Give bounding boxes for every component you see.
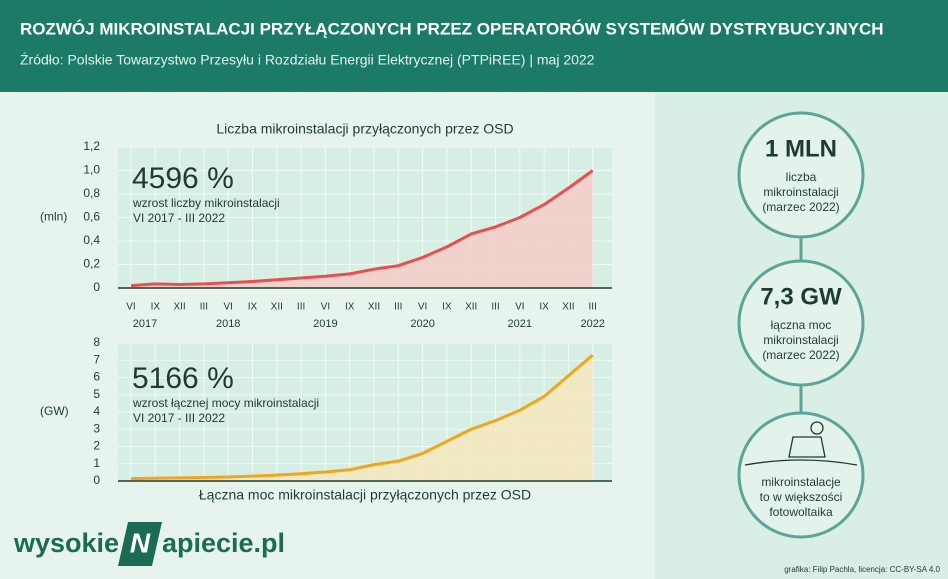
line bbox=[130, 353, 594, 481]
x-year-label: 2022 bbox=[580, 318, 604, 330]
x-year-label: 2019 bbox=[313, 318, 337, 330]
stat-circle bbox=[737, 259, 865, 387]
x-year-label: 2017 bbox=[133, 318, 157, 330]
x-year-label: 2021 bbox=[508, 318, 532, 330]
stat-line: mikroinstalacji bbox=[763, 333, 838, 347]
y-tick-label: 1,0 bbox=[83, 163, 100, 177]
y-tick-label: 0 bbox=[93, 473, 100, 487]
logo-right: apiecie.pl bbox=[162, 528, 285, 558]
page-title: ROZWÓJ MIKROINSTALACJI PRZYŁĄCZONYCH PRZ… bbox=[20, 19, 884, 38]
logo-badge bbox=[118, 522, 162, 566]
y-axis-label: (mln) bbox=[40, 210, 67, 224]
stat-line: (marzec 2022) bbox=[762, 348, 839, 362]
stat-line: mikroinstalacji bbox=[763, 185, 838, 199]
x-tick-label: VI bbox=[418, 302, 427, 313]
stat-circle bbox=[737, 111, 865, 239]
y-tick-label: 0,8 bbox=[83, 186, 100, 200]
stat-circle bbox=[737, 411, 865, 539]
x-tick-label: III bbox=[394, 302, 402, 313]
stat-line: fotowoltaika bbox=[769, 505, 833, 519]
annotation-line: VI 2017 - III 2022 bbox=[133, 211, 225, 225]
y-tick-label: 0,4 bbox=[83, 233, 100, 247]
x-tick-label: XII bbox=[173, 302, 185, 313]
x-tick-label: XII bbox=[271, 302, 283, 313]
y-tick-label: 1,2 bbox=[83, 139, 100, 153]
stat-line: mikroinstalacje bbox=[761, 475, 841, 489]
stat-line: to w większości bbox=[760, 490, 843, 504]
horizon bbox=[744, 459, 858, 466]
y-tick-label: 2 bbox=[93, 439, 100, 453]
chart-title: Łączna moc mikroinstalacji przyłączonych… bbox=[199, 487, 531, 503]
x-tick-label: IX bbox=[442, 302, 452, 313]
credit: grafika: Filip Pachla, licencja: CC-BY-S… bbox=[784, 565, 940, 574]
x-tick-label: VI bbox=[515, 302, 524, 313]
x-year-label: 2018 bbox=[216, 318, 240, 330]
x-tick-label: VI bbox=[321, 302, 330, 313]
y-tick-label: 5 bbox=[93, 387, 100, 401]
y-tick-label: 3 bbox=[93, 421, 100, 435]
annotation-line: wzrost łącznej mocy mikroinstalacji bbox=[132, 396, 319, 410]
y-tick-label: 0,6 bbox=[83, 210, 100, 224]
x-tick-label: VI bbox=[126, 302, 135, 313]
annotation-line: VI 2017 - III 2022 bbox=[133, 411, 225, 425]
stat-line: łączna moc bbox=[771, 318, 832, 332]
x-year-label: 2020 bbox=[410, 318, 434, 330]
panel bbox=[788, 436, 826, 458]
line bbox=[130, 169, 594, 288]
charts: 0 0,2 0,4 0,6 0,8 1,0 1,2 (mln) Liczba mikroinst… bbox=[40, 121, 612, 503]
x-tick-label: XII bbox=[562, 302, 574, 313]
annotation-line: wzrost liczby mikroinstalacji bbox=[132, 196, 280, 210]
stat-headline: 7,3 GW bbox=[760, 283, 842, 310]
x-tick-label: III bbox=[297, 302, 305, 313]
y-tick-label: 0 bbox=[93, 280, 100, 294]
stat-headline: 1 MLN bbox=[765, 135, 837, 162]
x-tick-label: III bbox=[589, 302, 597, 313]
x-tick-label: XII bbox=[465, 302, 477, 313]
y-tick-label: 4 bbox=[93, 404, 100, 418]
page-subtitle: Źródło: Polskie Towarzystwo Przesyłu i R… bbox=[20, 52, 595, 68]
annotation-headline: 5166 % bbox=[132, 362, 234, 395]
y-tick-label: 7 bbox=[93, 352, 100, 366]
chart-title: Liczba mikroinstalacji przyłączonych prz… bbox=[216, 121, 513, 137]
stat-line: liczba bbox=[786, 170, 817, 184]
x-tick-label: XII bbox=[368, 302, 380, 313]
y-tick-label: 8 bbox=[93, 335, 100, 349]
x-tick-label: III bbox=[200, 302, 208, 313]
area bbox=[131, 355, 593, 481]
x-tick-label: IX bbox=[345, 302, 355, 313]
x-tick-label: III bbox=[491, 302, 499, 313]
y-tick-label: 0,2 bbox=[83, 257, 100, 271]
header-band bbox=[0, 0, 948, 92]
logo-left: wysokie bbox=[13, 528, 119, 558]
area bbox=[131, 170, 593, 288]
logo-mark: N bbox=[130, 527, 151, 558]
x-tick-label: IX bbox=[248, 302, 258, 313]
sun bbox=[810, 421, 824, 435]
y-axis-label: (GW) bbox=[40, 404, 69, 418]
y-tick-label: 1 bbox=[93, 456, 100, 470]
stat-line: (marzec 2022) bbox=[762, 200, 839, 214]
annotation-headline: 4596 % bbox=[132, 162, 234, 195]
y-tick-label: 6 bbox=[93, 370, 100, 384]
logo: wysokie N apiecie.pl bbox=[13, 522, 285, 566]
solar-icon bbox=[744, 421, 858, 466]
x-tick-label: VI bbox=[223, 302, 232, 313]
x-tick-label: IX bbox=[539, 302, 549, 313]
x-tick-label: IX bbox=[151, 302, 161, 313]
